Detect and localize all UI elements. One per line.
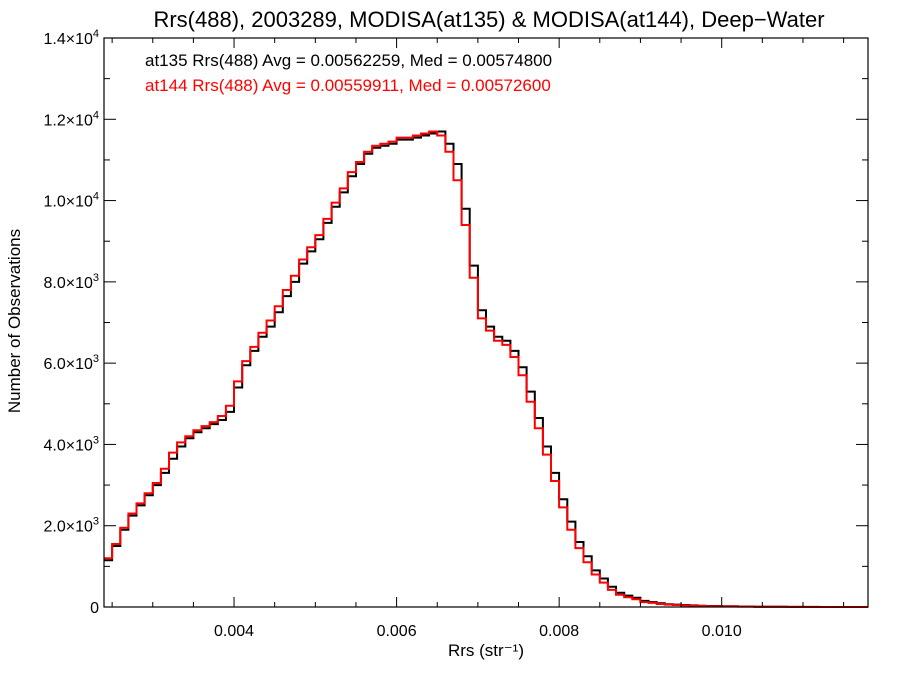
y-tick-label: 1.0×104 <box>43 191 99 211</box>
y-tick-label: 6.0×103 <box>43 353 99 373</box>
x-axis-label: Rrs (str⁻¹) <box>448 641 524 660</box>
y-tick-label: 1.4×104 <box>43 28 99 48</box>
tick-labels-layer: 0.004 0.006 0.008 0.010 0 2.0×103 4.0×103 6.0×1… <box>43 28 741 640</box>
series-layer <box>104 130 868 608</box>
y-tick-label: 0 <box>90 600 99 617</box>
annotation-at135: at135 Rrs(488) Avg = 0.00562259, Med = 0… <box>145 51 552 70</box>
x-tick-label: 0.008 <box>539 623 579 640</box>
y-tick-label: 2.0×103 <box>43 516 99 536</box>
x-tick-label: 0.010 <box>702 623 742 640</box>
y-axis-label: Number of Observations <box>5 229 24 413</box>
ticks-layer <box>104 37 868 608</box>
series-line-1 <box>104 130 868 608</box>
x-tick-label: 0.004 <box>214 623 254 640</box>
y-tick-label: 1.2×104 <box>43 109 99 129</box>
chart-title: Rrs(488), 2003289, MODISA(at135) & MODIS… <box>153 7 824 32</box>
y-tick-label: 8.0×103 <box>43 272 99 292</box>
y-tick-label: 4.0×103 <box>43 434 99 454</box>
annotation-at144: at144 Rrs(488) Avg = 0.00559911, Med = 0… <box>145 76 551 95</box>
x-tick-label: 0.006 <box>377 623 417 640</box>
